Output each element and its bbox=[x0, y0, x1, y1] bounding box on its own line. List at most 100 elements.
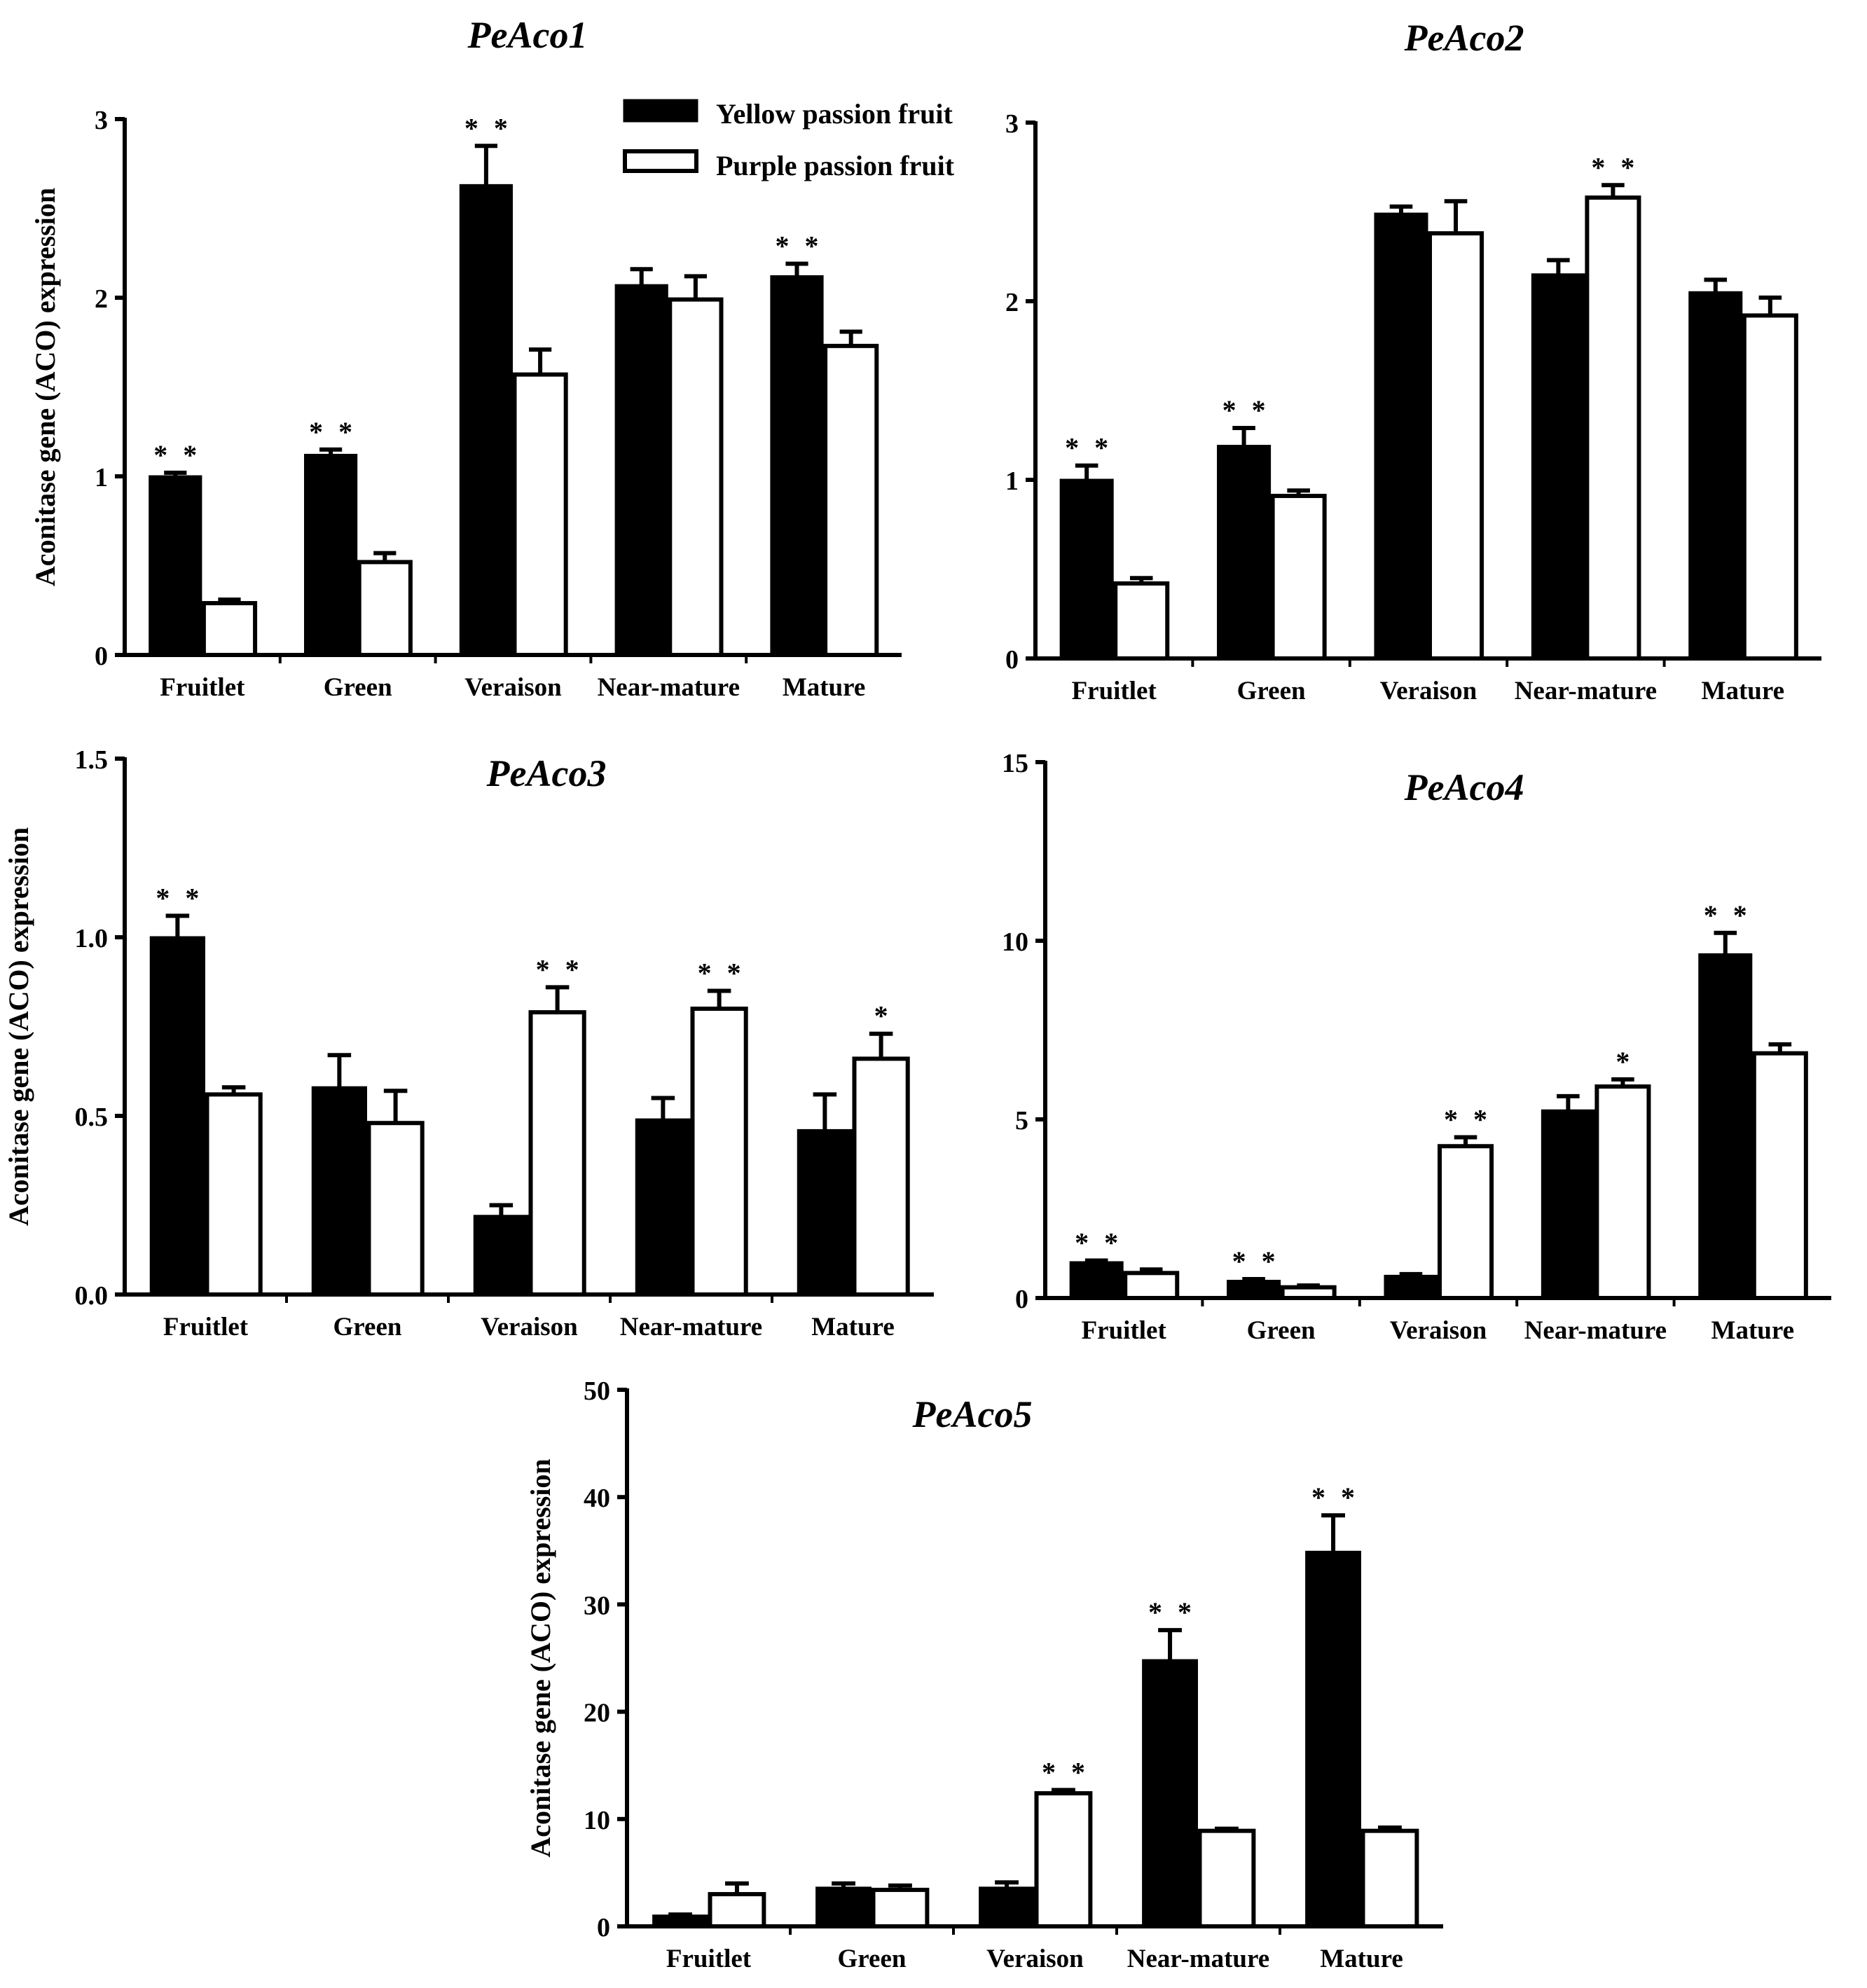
bar-purple bbox=[1594, 1084, 1651, 1300]
bar-purple bbox=[512, 372, 568, 658]
bar-purple bbox=[1280, 1285, 1337, 1300]
bar-yellow bbox=[652, 1914, 708, 1928]
bar-yellow bbox=[1069, 1261, 1124, 1299]
legend: Yellow passion fruit Purple passion frui… bbox=[623, 98, 955, 181]
significance-marker: * * bbox=[1042, 1756, 1089, 1788]
significance-marker: * * bbox=[464, 112, 512, 144]
bar-purple bbox=[1438, 1144, 1494, 1300]
y-tick-label: 0 bbox=[95, 642, 108, 671]
x-tick-label: Green bbox=[838, 1945, 907, 1973]
significance-marker: * * bbox=[1065, 432, 1112, 464]
bar-purple bbox=[1197, 1828, 1256, 1929]
chart-title: PeAco4 bbox=[1404, 766, 1524, 808]
y-tick-label: 40 bbox=[584, 1484, 610, 1513]
y-tick-label: 0.0 bbox=[75, 1281, 109, 1311]
y-tick-label: 20 bbox=[584, 1699, 610, 1728]
y-tick-label: 50 bbox=[584, 1376, 610, 1406]
bar-purple bbox=[528, 1010, 586, 1297]
x-tick-label: Fruitlet bbox=[666, 1945, 752, 1973]
y-tick-label: 30 bbox=[584, 1591, 610, 1620]
x-tick-label: Fruitlet bbox=[1072, 677, 1157, 705]
bar-purple bbox=[852, 1056, 910, 1297]
x-tick-label: Veraison bbox=[1380, 677, 1477, 705]
x-tick-label: Veraison bbox=[986, 1945, 1084, 1973]
bar-purple bbox=[1113, 581, 1170, 661]
bar-purple bbox=[1270, 493, 1327, 661]
bar-yellow bbox=[311, 1086, 367, 1296]
x-tick-label: Fruitlet bbox=[160, 673, 245, 702]
x-tick-label: Mature bbox=[1320, 1945, 1403, 1973]
y-tick-label: 3 bbox=[1005, 109, 1019, 139]
bar-yellow bbox=[1384, 1274, 1438, 1299]
bar-yellow bbox=[149, 936, 206, 1296]
y-tick-label: 10 bbox=[584, 1806, 610, 1835]
x-tick-label: Green bbox=[1247, 1316, 1316, 1345]
bar-yellow bbox=[473, 1215, 530, 1296]
significance-marker: * * bbox=[1704, 899, 1751, 931]
bar-yellow bbox=[1227, 1280, 1281, 1299]
x-tick-label: Near-mature bbox=[1127, 1945, 1269, 1973]
significance-marker: * * bbox=[153, 439, 201, 471]
y-tick-label: 1.5 bbox=[75, 745, 109, 775]
bar-purple bbox=[1428, 231, 1484, 661]
bar-yellow bbox=[304, 453, 358, 656]
significance-marker: * * bbox=[309, 416, 357, 448]
significance-marker: * * bbox=[1591, 151, 1639, 183]
bar-yellow bbox=[797, 1128, 853, 1296]
bar-purple bbox=[366, 1121, 425, 1297]
chart-title: PeAco1 bbox=[467, 14, 588, 56]
chart-title: PeAco3 bbox=[486, 752, 607, 794]
legend-label-purple: Purple passion fruit bbox=[716, 150, 955, 181]
bar-yellow bbox=[459, 184, 514, 656]
y-tick-label: 1.0 bbox=[75, 924, 109, 953]
chart-panel-1: PeAco1 Aconitase gene (ACO) expression 0 1 2… bbox=[29, 14, 902, 702]
x-tick-label: Fruitlet bbox=[1082, 1316, 1167, 1345]
bar-purple bbox=[823, 343, 879, 657]
x-tick-label: Green bbox=[333, 1313, 402, 1341]
bar-yellow bbox=[149, 475, 202, 656]
x-tick-label: Green bbox=[1237, 677, 1306, 705]
x-tick-label: Mature bbox=[1711, 1316, 1795, 1345]
chart-panel-3: PeAco3 Aconitase gene (ACO) expression 0.0… bbox=[3, 745, 934, 1341]
bar-yellow bbox=[1541, 1109, 1595, 1299]
legend-swatch-yellow bbox=[623, 99, 698, 123]
significance-marker: * bbox=[874, 1000, 893, 1032]
significance-marker: * * bbox=[698, 958, 745, 989]
bar-purple bbox=[1360, 1828, 1419, 1929]
x-tick-label: Veraison bbox=[481, 1313, 578, 1341]
bar-purple bbox=[871, 1887, 930, 1929]
y-tick-label: 1 bbox=[1005, 467, 1019, 496]
y-axis-label: Aconitase gene (ACO) expression bbox=[525, 1458, 556, 1857]
chart-panel-4: PeAco4 0 5 10 15 Fruitlet * * Green * * Veraison *… bbox=[1002, 749, 1831, 1345]
y-tick-label: 3 bbox=[95, 106, 108, 135]
x-tick-label: Near-mature bbox=[1515, 677, 1657, 705]
bar-purple bbox=[1123, 1271, 1180, 1301]
bar-purple bbox=[201, 601, 258, 657]
chart-panel-5: PeAco5 Aconitase gene (ACO) expression 0 10… bbox=[525, 1376, 1443, 1973]
bar-yellow bbox=[815, 1886, 872, 1928]
x-tick-label: Veraison bbox=[1390, 1316, 1487, 1345]
significance-marker: * * bbox=[1444, 1104, 1491, 1135]
bar-yellow bbox=[1531, 273, 1585, 660]
chart-title: PeAco5 bbox=[912, 1393, 1033, 1435]
bar-yellow bbox=[979, 1886, 1035, 1928]
x-tick-label: Green bbox=[324, 673, 392, 702]
significance-marker: * * bbox=[156, 882, 203, 913]
x-tick-label: Veraison bbox=[464, 673, 562, 702]
y-tick-label: 0 bbox=[1005, 645, 1019, 675]
bar-purple bbox=[690, 1007, 748, 1297]
x-tick-label: Mature bbox=[783, 673, 866, 702]
bar-yellow bbox=[1217, 445, 1272, 660]
bar-yellow bbox=[1698, 953, 1753, 1299]
bar-purple bbox=[668, 297, 724, 657]
x-tick-label: Fruitlet bbox=[163, 1313, 249, 1341]
x-tick-label: Near-mature bbox=[1524, 1316, 1667, 1345]
x-tick-label: Mature bbox=[811, 1313, 895, 1341]
bar-yellow bbox=[614, 284, 668, 656]
y-tick-label: 0 bbox=[597, 1913, 610, 1942]
y-axis-label: Aconitase gene (ACO) expression bbox=[3, 827, 34, 1226]
significance-marker: * * bbox=[1232, 1245, 1280, 1277]
significance-marker: * bbox=[1615, 1046, 1634, 1077]
